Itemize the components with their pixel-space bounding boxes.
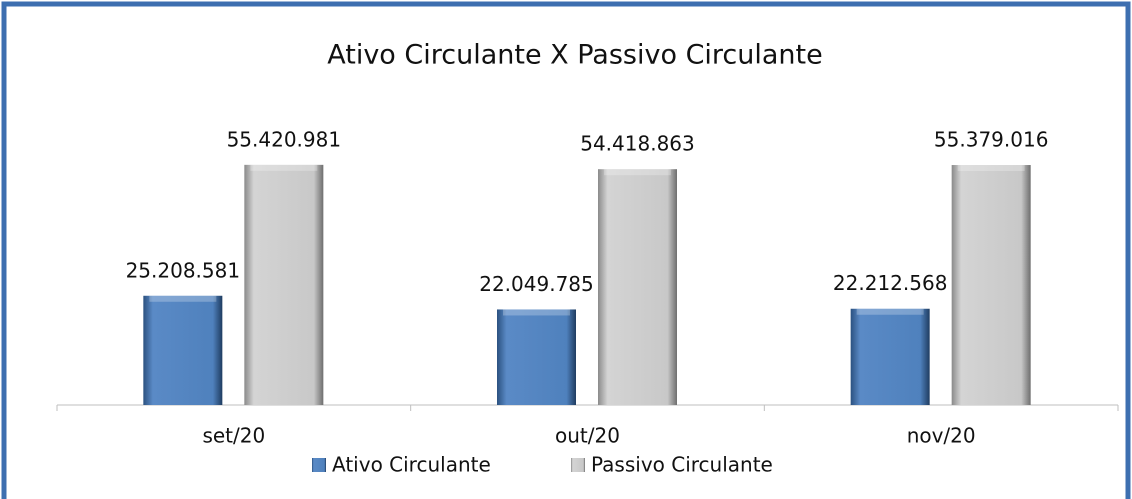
data-label: 55.379.016 [934,128,1049,152]
data-label: 22.049.785 [479,272,594,296]
data-label: 25.208.581 [126,258,241,282]
x-tick-label: out/20 [555,424,620,448]
chart-title: Ativo Circulante X Passivo Circulante [327,40,823,71]
bar [143,295,223,405]
legend-swatch [312,458,326,472]
bar [497,309,576,405]
data-label: 22.212.568 [833,271,948,295]
legend-label: Ativo Circulante [332,453,491,477]
bar [598,169,677,405]
bar-bevel [149,295,217,302]
x-tick-label: nov/20 [907,424,976,448]
bar [244,164,324,405]
bar [951,165,1031,405]
bar-bevel [250,164,318,171]
bar-bevel [503,309,570,316]
x-tick-label: set/20 [202,424,265,448]
legend-swatch [571,458,585,472]
bar-bevel [604,169,671,176]
legend-label: Passivo Circulante [591,453,773,477]
bar-bevel [957,165,1025,172]
data-label: 54.418.863 [580,132,695,156]
bar [850,308,930,405]
data-label: 55.420.981 [227,127,342,151]
bar-bevel [856,308,924,315]
